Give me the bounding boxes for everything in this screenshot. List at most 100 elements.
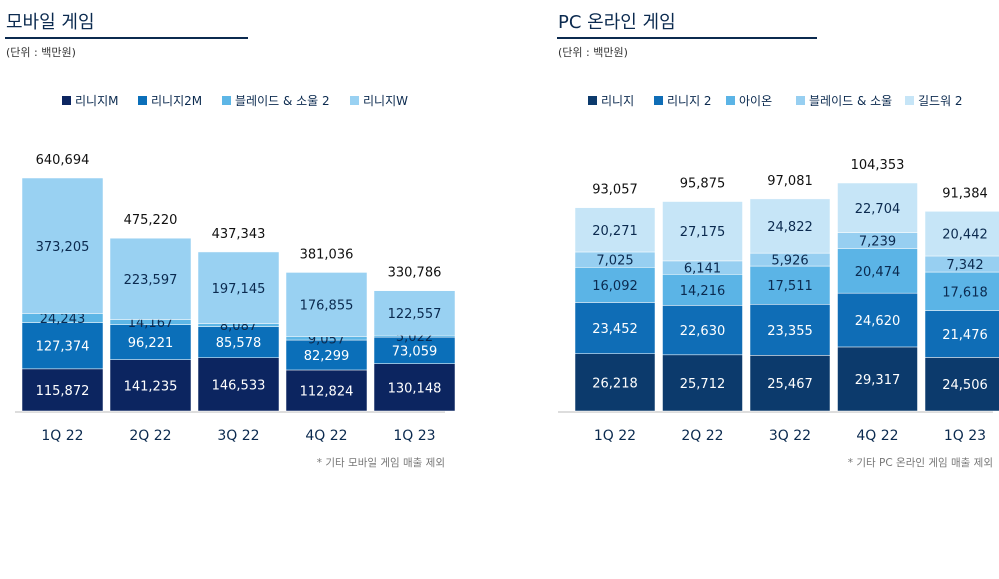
pc-chart-title: PC 온라인 게임	[558, 12, 676, 33]
legend-label: 길드워 2	[918, 94, 963, 108]
bar-segment	[574, 207, 656, 253]
legend-label: 블레이드 & 소울 2	[235, 94, 330, 108]
data-label: 20,271	[592, 224, 638, 239]
bar-segment	[21, 177, 104, 314]
bar-segment	[662, 201, 743, 262]
category-label: 3Q 22	[217, 428, 259, 444]
data-label: 141,235	[124, 379, 178, 394]
legend-swatch	[726, 96, 735, 105]
data-label: 25,467	[767, 377, 813, 392]
legend-swatch	[138, 96, 147, 105]
bar-segment	[285, 369, 368, 412]
category-label: 2Q 22	[129, 428, 171, 444]
bar-segment	[285, 272, 368, 337]
mobile-title-divider	[5, 37, 248, 39]
data-label: 223,597	[124, 273, 178, 288]
legend-swatch	[654, 96, 663, 105]
bar-segment	[109, 359, 192, 412]
bar-segment	[924, 310, 999, 358]
category-label: 3Q 22	[769, 428, 811, 444]
data-label: 82,299	[304, 349, 350, 364]
data-label: 20,442	[942, 228, 988, 243]
bar-segment	[662, 305, 743, 356]
bar-segment	[574, 302, 656, 354]
legend-swatch	[222, 96, 231, 105]
mobile-unit-label: (단위 : 백만원)	[6, 46, 76, 59]
data-label: 16,092	[592, 279, 638, 294]
bar-segment	[749, 355, 831, 412]
data-label: 122,557	[388, 307, 442, 322]
data-label: 73,059	[392, 344, 438, 359]
total-label: 93,057	[592, 183, 638, 198]
data-label: 5,926	[771, 254, 808, 269]
legend-label: 블레이드 & 소울	[809, 94, 892, 108]
bar-segment	[749, 198, 831, 254]
data-label: 130,148	[388, 381, 442, 396]
data-label: 6,141	[684, 262, 721, 277]
category-label: 1Q 23	[944, 428, 986, 444]
legend-swatch	[905, 96, 914, 105]
legend-label: 리니지	[601, 94, 634, 108]
data-label: 20,474	[855, 265, 901, 280]
category-label: 4Q 22	[856, 428, 898, 444]
bar-segment	[197, 326, 280, 358]
data-label: 197,145	[212, 282, 266, 297]
total-label: 640,694	[36, 153, 90, 168]
legend-swatch	[588, 96, 597, 105]
bar-segment	[373, 363, 456, 412]
bar-segment	[837, 346, 918, 412]
bar-segment	[837, 248, 918, 294]
data-label: 27,175	[680, 225, 726, 240]
footnote: * 기타 PC 온라인 게임 매출 제외	[848, 456, 993, 469]
legend-label: 리니지 2	[667, 94, 712, 108]
data-label: 24,243	[40, 312, 86, 327]
bar-segment	[662, 354, 743, 412]
legend-swatch	[796, 96, 805, 105]
data-label: 14,216	[680, 284, 726, 299]
data-label: 85,578	[216, 336, 262, 351]
bar-segment	[837, 182, 918, 233]
legend-label: 리니지M	[75, 94, 118, 108]
data-label: 23,452	[592, 322, 638, 337]
total-label: 95,875	[680, 177, 726, 192]
bar-segment	[749, 304, 831, 356]
data-label: 373,205	[36, 240, 90, 255]
mobile-chart-title: 모바일 게임	[6, 12, 95, 33]
category-label: 1Q 22	[41, 428, 83, 444]
data-label: 7,025	[596, 254, 633, 269]
category-label: 1Q 22	[594, 428, 636, 444]
data-label: 24,506	[942, 378, 988, 393]
bar-segment	[749, 265, 831, 305]
data-label: 17,618	[942, 285, 988, 300]
data-label: 96,221	[128, 336, 174, 351]
pc-title-divider	[557, 37, 817, 39]
data-label: 7,342	[946, 258, 983, 273]
data-label: 17,511	[767, 279, 813, 294]
pc-unit-label: (단위 : 백만원)	[558, 46, 628, 59]
bar-segment	[109, 237, 192, 320]
data-label: 127,374	[36, 340, 90, 355]
data-label: 14,167	[128, 316, 174, 331]
bar-segment	[21, 368, 104, 412]
legend-label: 리니지W	[363, 94, 408, 108]
category-label: 1Q 23	[393, 428, 435, 444]
data-label: 7,239	[859, 235, 896, 250]
legend-swatch	[350, 96, 359, 105]
bar-segment	[924, 211, 999, 257]
category-label: 2Q 22	[681, 428, 723, 444]
total-label: 97,081	[767, 174, 813, 189]
legend-label: 리니지2M	[151, 94, 202, 108]
bar-segment	[373, 336, 456, 364]
data-label: 24,620	[855, 314, 901, 329]
category-label: 4Q 22	[305, 428, 347, 444]
data-label: 22,704	[855, 202, 901, 217]
bar-segment	[21, 322, 104, 370]
data-label: 21,476	[942, 328, 988, 343]
data-label: 176,855	[300, 299, 354, 314]
data-label: 146,533	[212, 378, 266, 393]
bar-segment	[373, 290, 456, 336]
bar-segment	[662, 274, 743, 306]
data-label: 115,872	[36, 384, 90, 399]
data-label: 24,822	[767, 220, 813, 235]
